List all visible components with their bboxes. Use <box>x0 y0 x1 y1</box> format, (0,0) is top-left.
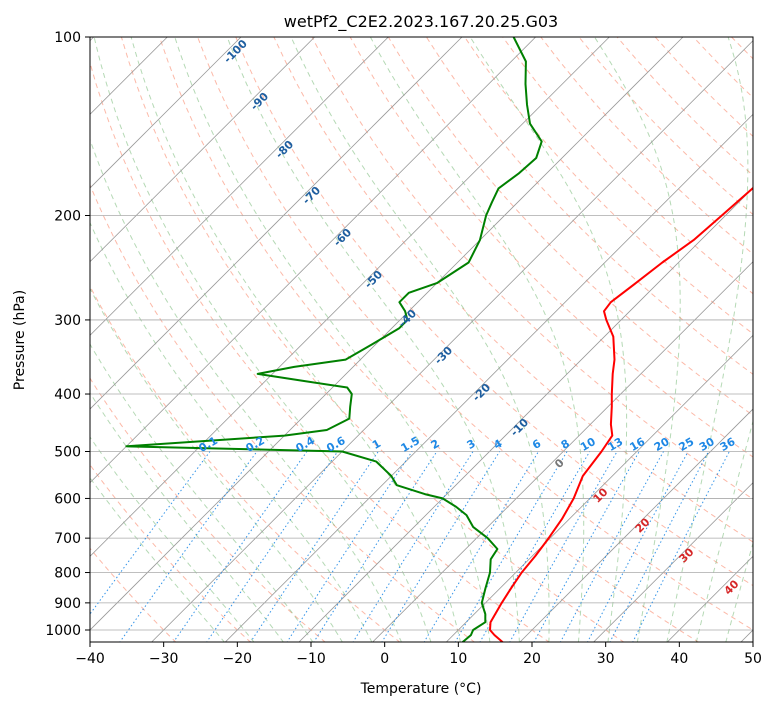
mixing-ratio-line <box>286 451 413 642</box>
moist-adiabat-line <box>469 37 628 642</box>
x-tick-label: 10 <box>449 651 467 667</box>
isotherm-line <box>90 37 463 410</box>
moist-adiabat-line <box>594 37 681 642</box>
dry-adiabat-line <box>120 37 625 642</box>
y-tick-label: 900 <box>54 596 81 612</box>
dry-adiabat-line <box>502 37 753 295</box>
x-tick-label: 50 <box>744 651 762 667</box>
dry-adiabat-line <box>90 377 326 642</box>
y-tick-label: 100 <box>54 30 81 46</box>
mixing-ratio-line <box>90 451 211 615</box>
mixing-ratio-line <box>509 451 618 642</box>
dry-adiabat-line <box>235 37 753 587</box>
mixing-ratio-line <box>423 451 539 642</box>
x-axis-label: Temperature (°C) <box>360 681 482 697</box>
x-tick-label: 40 <box>670 651 688 667</box>
x-tick-label: −20 <box>223 651 253 667</box>
isotherm-line <box>151 40 753 642</box>
x-tick-label: 20 <box>523 651 541 667</box>
moist-adiabat-line <box>93 37 432 642</box>
isotherm-line <box>224 113 753 642</box>
dewpoint-profile <box>125 37 543 642</box>
dry-adiabat-line <box>387 37 753 416</box>
dry-adiabat-line <box>90 61 550 642</box>
dry-adiabat-line <box>159 37 700 642</box>
dry-adiabat-line <box>90 183 476 642</box>
isotherm-line <box>593 482 753 642</box>
dry-adiabat-line <box>90 547 177 642</box>
isotherm-line <box>90 37 536 484</box>
y-axis-label: Pressure (hPa) <box>12 290 28 390</box>
moist-adiabat-line <box>130 37 461 642</box>
moist-adiabat-line <box>90 477 225 642</box>
x-tick-label: 0 <box>380 651 389 667</box>
mixing-ratio-line <box>173 451 308 642</box>
dry-adiabat-line <box>349 37 753 458</box>
mixing-ratio-line <box>632 451 730 642</box>
temperature-profile <box>489 186 753 642</box>
mixing-ratio-line <box>352 451 474 642</box>
moist-adiabat-line <box>174 37 491 642</box>
x-tick-label: −30 <box>149 651 179 667</box>
x-tick-label: −40 <box>75 651 105 667</box>
moist-adiabat-line <box>290 37 550 642</box>
mixing-ratio-line <box>249 451 379 642</box>
y-tick-label: 400 <box>54 387 81 403</box>
moist-adiabat-line <box>90 436 255 642</box>
isotherm-line <box>90 37 389 336</box>
mixing-ratio-line <box>206 451 339 642</box>
mixing-ratio-line <box>381 451 501 642</box>
isotherm-line <box>90 37 242 189</box>
mixing-ratio-line <box>559 451 664 642</box>
isotherm-line <box>90 37 610 557</box>
mixing-ratio-line <box>313 451 438 642</box>
mixing-ratio-line <box>587 451 689 642</box>
moist-adiabat-line <box>90 138 402 642</box>
moist-adiabat-line <box>369 37 585 642</box>
isotherm-line <box>519 408 753 642</box>
chart-title: wetPf2_C2E2.2023.167.20.25.G03 <box>284 12 558 32</box>
y-tick-label: 800 <box>54 566 81 582</box>
mixing-ratio-line <box>533 451 640 642</box>
y-tick-label: 700 <box>54 531 81 547</box>
y-tick-label: 300 <box>54 313 81 329</box>
isotherm-line <box>372 261 753 642</box>
y-tick-label: 500 <box>54 444 81 460</box>
plot-frame <box>89 36 754 643</box>
y-tick-label: 1000 <box>45 623 81 639</box>
mixing-ratio-line <box>119 451 258 642</box>
moist-adiabat-line <box>226 37 520 642</box>
x-tick-label: −10 <box>296 651 326 667</box>
y-tick-label: 200 <box>54 209 81 225</box>
y-tick-label: 600 <box>54 491 81 507</box>
x-tick-label: 30 <box>597 651 615 667</box>
moist-adiabat-line <box>90 392 284 642</box>
isotherm-line <box>90 37 315 263</box>
moist-adiabat-line <box>90 221 373 642</box>
dry-adiabat-line <box>197 37 753 631</box>
isotherm-line <box>298 187 753 642</box>
